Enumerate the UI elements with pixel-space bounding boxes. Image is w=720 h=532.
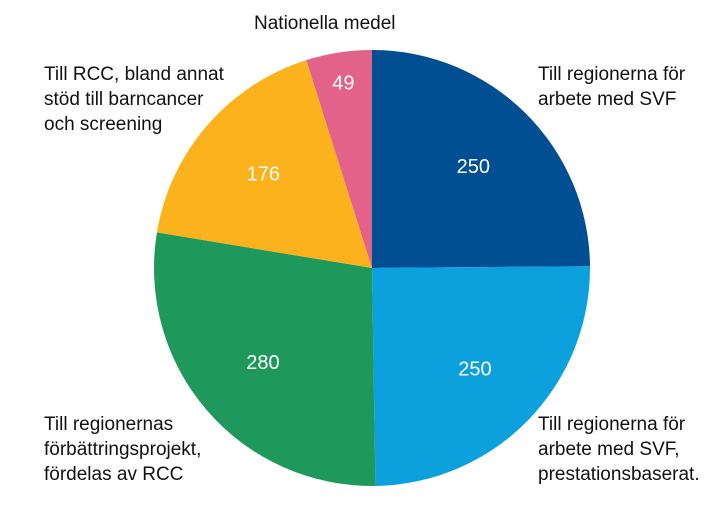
slice-value-2: 280 [246, 352, 279, 374]
pie-slice-4 [306, 50, 372, 268]
pie-slice-0 [372, 50, 590, 268]
slice-value-1: 250 [458, 359, 491, 381]
slice-label-1: Till regionerna för arbete med SVF, pres… [538, 414, 700, 485]
pie-slice-2 [153, 232, 376, 486]
pie-slice-1 [372, 266, 590, 486]
slice-label-4: Nationella medel [254, 13, 396, 34]
slice-label-0: Till regionerna för arbete med SVF [538, 64, 686, 110]
slice-label-3: Till RCC, bland annat stöd till barncanc… [44, 64, 224, 135]
slice-value-4: 49 [332, 73, 354, 95]
slice-label-2: Till regionernas förbättringsprojekt, fö… [44, 414, 202, 485]
slice-value-0: 250 [457, 156, 490, 178]
slice-value-3: 176 [247, 164, 280, 186]
pie-slice-3 [156, 60, 372, 268]
